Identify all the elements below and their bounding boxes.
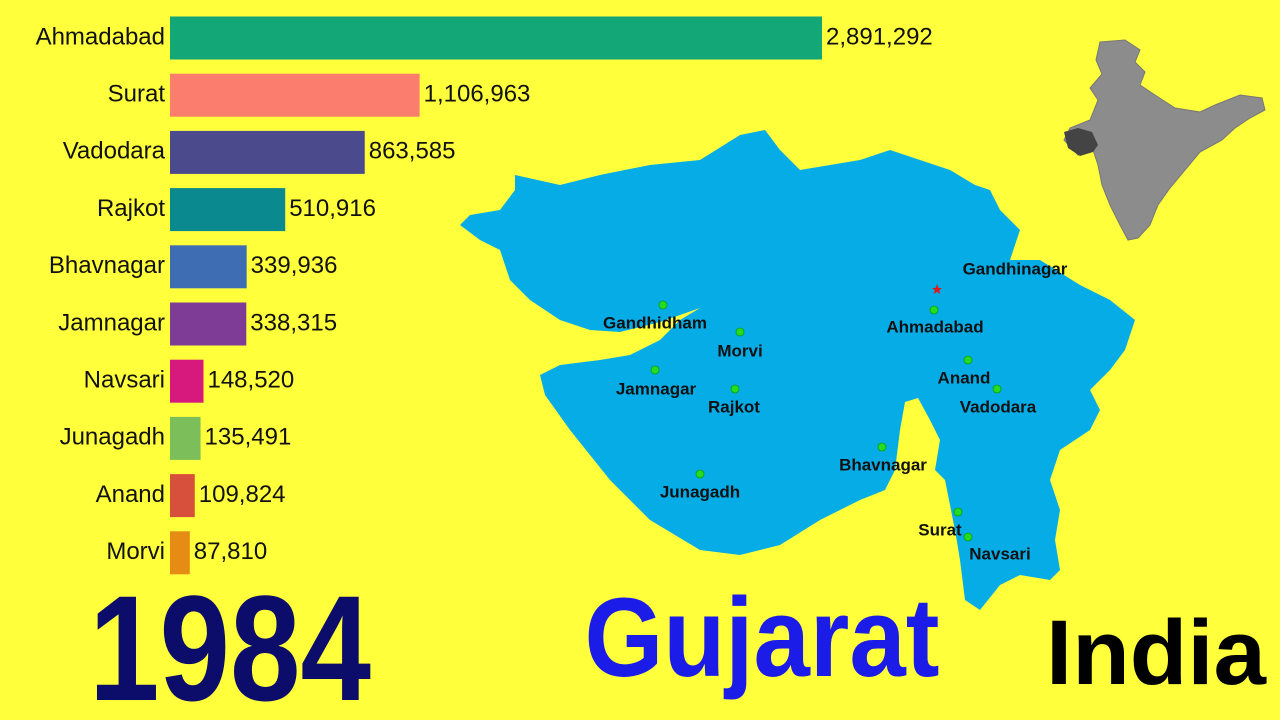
city-dot xyxy=(992,384,1002,394)
city-label: Morvi xyxy=(717,341,762,360)
city-label: Jamnagar xyxy=(616,379,697,398)
category-label: Navsari xyxy=(84,367,165,394)
category-label: Jamnagar xyxy=(58,309,165,336)
value-label: 339,936 xyxy=(251,252,338,279)
india-shape xyxy=(1063,39,1266,241)
city-dot xyxy=(963,355,973,365)
bar xyxy=(170,188,286,232)
bar xyxy=(170,416,201,460)
bar xyxy=(170,302,247,346)
city-label: Ahmadabad xyxy=(886,317,983,336)
capital-label: Gandhinagar xyxy=(963,259,1068,278)
value-label: 2,891,292 xyxy=(826,23,933,50)
value-label: 510,916 xyxy=(289,195,376,222)
country-title: India xyxy=(1046,602,1267,704)
bar xyxy=(170,245,247,289)
city-dot xyxy=(963,532,973,542)
value-label: 135,491 xyxy=(205,424,292,451)
city-dot xyxy=(929,305,939,315)
gujarat-highlight xyxy=(1064,128,1098,156)
value-label: 338,315 xyxy=(250,309,337,336)
bar xyxy=(170,73,420,117)
city-label: Navsari xyxy=(969,544,1030,563)
bar xyxy=(170,531,190,575)
city-dot xyxy=(650,365,660,375)
city-label: Junagadh xyxy=(660,482,740,501)
category-label: Ahmadabad xyxy=(36,23,165,50)
value-label: 1,106,963 xyxy=(424,81,531,108)
value-label: 148,520 xyxy=(207,367,294,394)
gujarat-map xyxy=(460,130,1135,610)
value-label: 109,824 xyxy=(199,481,286,508)
value-label: 863,585 xyxy=(369,138,456,165)
city-label: Vadodara xyxy=(960,397,1037,416)
bar xyxy=(170,359,204,403)
bar xyxy=(170,130,365,174)
capital-star xyxy=(932,284,942,294)
category-label: Vadodara xyxy=(63,138,166,165)
year: 1984 xyxy=(89,564,371,720)
category-label: Rajkot xyxy=(97,195,165,222)
city-dot xyxy=(735,327,745,337)
city-label: Bhavnagar xyxy=(839,455,927,474)
city-dot xyxy=(658,300,668,310)
category-label: Junagadh xyxy=(60,424,165,451)
category-label: Bhavnagar xyxy=(49,252,165,279)
india-inset xyxy=(1063,39,1266,241)
value-label: 87,810 xyxy=(194,538,267,565)
city-label: Gandhidham xyxy=(603,313,707,332)
city-label: Surat xyxy=(918,520,962,539)
category-label: Surat xyxy=(108,81,166,108)
category-label: Anand xyxy=(96,481,165,508)
city-dot xyxy=(877,442,887,452)
city-dot xyxy=(953,507,963,517)
city-label: Anand xyxy=(938,368,991,387)
city-label: Rajkot xyxy=(708,397,760,416)
city-dot xyxy=(730,384,740,394)
bar xyxy=(170,16,822,60)
region-title: Gujarat xyxy=(585,575,940,700)
bar xyxy=(170,474,195,518)
category-label: Morvi xyxy=(106,538,165,565)
city-dot xyxy=(695,469,705,479)
